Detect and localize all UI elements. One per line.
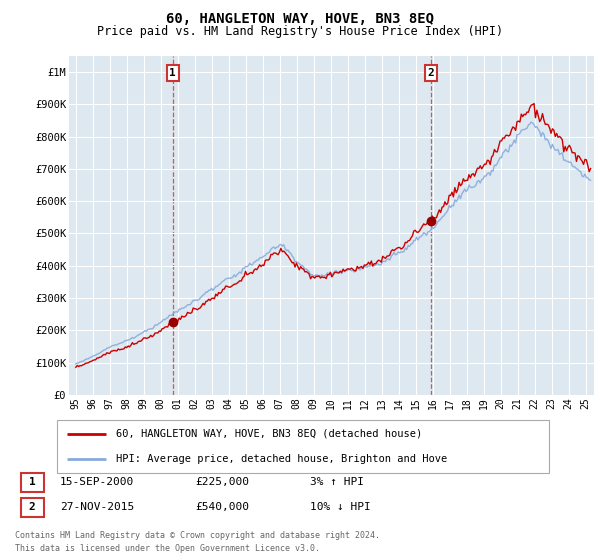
Text: £540,000: £540,000: [195, 502, 249, 512]
Text: 2: 2: [428, 68, 434, 78]
FancyBboxPatch shape: [20, 473, 44, 492]
Text: Contains HM Land Registry data © Crown copyright and database right 2024.
This d: Contains HM Land Registry data © Crown c…: [15, 531, 380, 553]
Text: 1: 1: [169, 68, 176, 78]
Text: 27-NOV-2015: 27-NOV-2015: [60, 502, 134, 512]
FancyBboxPatch shape: [57, 420, 549, 473]
Text: HPI: Average price, detached house, Brighton and Hove: HPI: Average price, detached house, Brig…: [116, 454, 447, 464]
Text: 2: 2: [29, 502, 35, 512]
Text: 3% ↑ HPI: 3% ↑ HPI: [310, 477, 364, 487]
Text: £225,000: £225,000: [195, 477, 249, 487]
Text: 60, HANGLETON WAY, HOVE, BN3 8EQ (detached house): 60, HANGLETON WAY, HOVE, BN3 8EQ (detach…: [116, 429, 422, 439]
FancyBboxPatch shape: [20, 497, 44, 516]
Text: 10% ↓ HPI: 10% ↓ HPI: [310, 502, 371, 512]
Text: Price paid vs. HM Land Registry's House Price Index (HPI): Price paid vs. HM Land Registry's House …: [97, 25, 503, 38]
Text: 60, HANGLETON WAY, HOVE, BN3 8EQ: 60, HANGLETON WAY, HOVE, BN3 8EQ: [166, 12, 434, 26]
Text: 1: 1: [29, 477, 35, 487]
Text: 15-SEP-2000: 15-SEP-2000: [60, 477, 134, 487]
